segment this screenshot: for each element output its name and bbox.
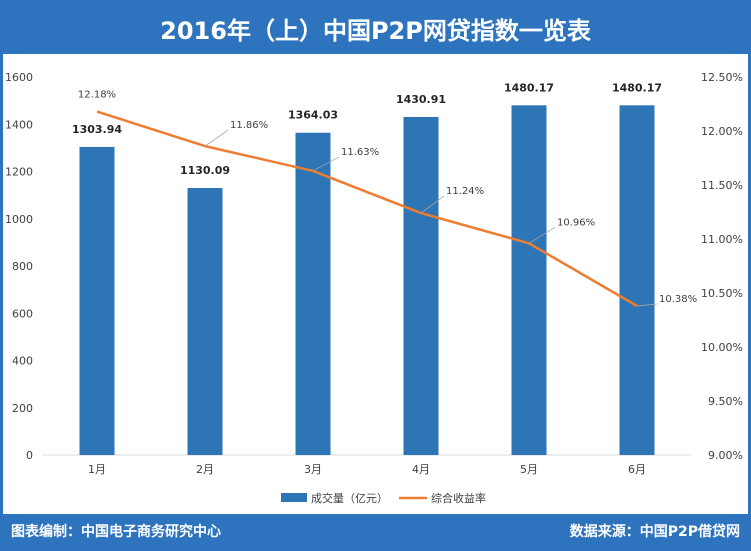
footer-bar: 图表编制：中国电子商务研究中心 数据来源：中国P2P借贷网 [3, 514, 748, 548]
y-left-tick-label: 1200 [5, 166, 33, 179]
data-label-leader [312, 156, 340, 172]
y-right-tick-label: 10.50% [701, 287, 743, 300]
bar-value-label: 1430.91 [396, 93, 446, 106]
bar [403, 116, 439, 455]
chart-title: 2016年（上）中国P2P网贷指数一览表 [3, 3, 748, 54]
data-label-leader [528, 226, 556, 244]
line-value-label: 11.24% [446, 186, 484, 197]
footer-source: 数据来源：中国P2P借贷网 [569, 524, 740, 540]
bar [619, 105, 655, 455]
legend-swatch-volume [281, 493, 307, 502]
footer-compiler: 图表编制：中国电子商务研究中心 [11, 524, 221, 540]
y-right-tick-label: 9.00% [708, 449, 743, 462]
line-value-label: 10.38% [659, 294, 697, 305]
data-label-leader [204, 129, 229, 147]
line-value-label: 12.18% [78, 90, 116, 101]
bar [295, 132, 331, 455]
bar [79, 146, 115, 456]
y-left-tick-label: 200 [12, 402, 33, 415]
bar [511, 105, 547, 455]
x-tick-label: 4月 [412, 463, 430, 476]
x-tick-label: 3月 [304, 463, 322, 476]
x-tick-label: 5月 [520, 463, 538, 476]
x-tick-label: 6月 [628, 463, 646, 476]
line-value-label: 11.86% [230, 120, 268, 131]
y-left-tick-label: 1400 [5, 118, 33, 131]
y-right-tick-label: 9.50% [708, 395, 743, 408]
data-label-leader [420, 195, 445, 214]
y-right-tick-label: 11.00% [701, 233, 743, 246]
y-left-tick-label: 1600 [5, 71, 33, 84]
legend-label-yield: 综合收益率 [431, 491, 486, 505]
y-right-tick-label: 12.00% [701, 125, 743, 138]
y-left-tick-label: 1000 [5, 213, 33, 226]
y-right-tick-label: 12.50% [701, 71, 743, 84]
y-right-tick-label: 11.50% [701, 179, 743, 192]
y-left-tick-label: 600 [12, 307, 33, 320]
bar-value-label: 1480.17 [504, 81, 554, 94]
bar-value-label: 1130.09 [180, 164, 230, 177]
x-tick-label: 2月 [196, 463, 214, 476]
legend-label-volume: 成交量（亿元） [311, 491, 388, 505]
bar-value-label: 1303.94 [72, 123, 122, 136]
bar-value-label: 1364.03 [288, 109, 338, 122]
y-left-tick-label: 0 [26, 449, 33, 462]
line-value-label: 10.96% [557, 217, 595, 228]
combo-chart: 0 200 400 600 800 1000 1200 1400 1600 9.00% 9.50% 1… [5, 71, 743, 505]
line-value-label: 11.63% [341, 147, 379, 158]
series-line-yield [96, 110, 638, 308]
data-label-leader [636, 303, 658, 307]
bar [187, 188, 223, 455]
x-tick-label: 1月 [88, 463, 106, 476]
y-left-tick-label: 400 [12, 355, 33, 368]
y-right-tick-label: 10.00% [701, 341, 743, 354]
bar-value-label: 1480.17 [612, 81, 662, 94]
y-left-tick-label: 800 [12, 260, 33, 273]
